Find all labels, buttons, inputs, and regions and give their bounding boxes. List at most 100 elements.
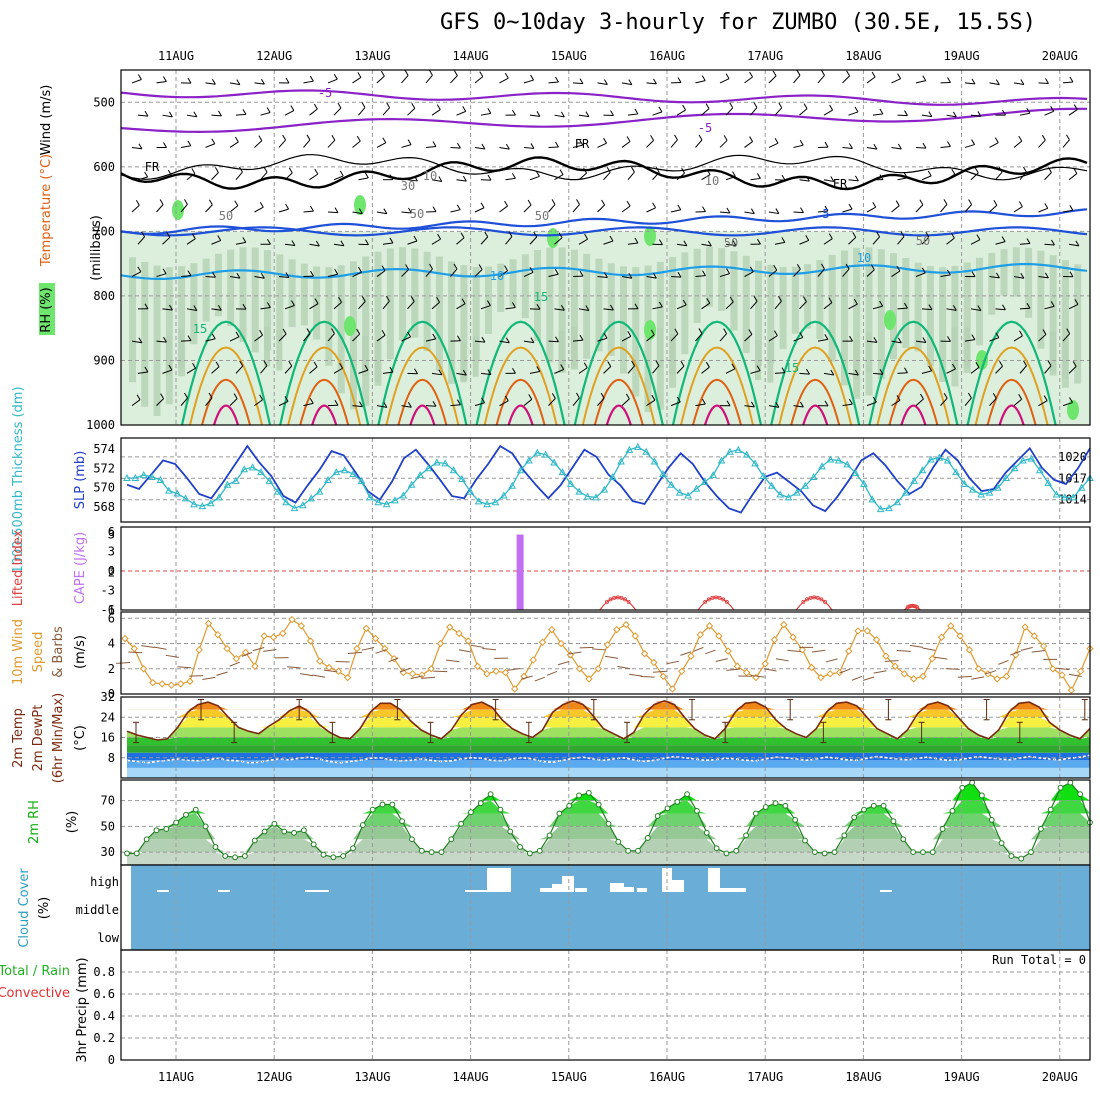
wind-barb bbox=[529, 114, 540, 117]
wind-speed-point bbox=[687, 652, 695, 660]
wind-speed-point bbox=[297, 622, 306, 630]
wind-barb bbox=[241, 652, 253, 657]
wind-barb bbox=[242, 237, 247, 243]
rh-point bbox=[379, 801, 386, 808]
thickness-point bbox=[642, 447, 651, 455]
wind-barb bbox=[604, 655, 619, 659]
wind-speed-point bbox=[288, 615, 296, 624]
wind-barb bbox=[530, 74, 535, 81]
wind-barb bbox=[732, 240, 737, 246]
rh-point bbox=[251, 837, 258, 844]
wind-barb bbox=[952, 305, 957, 311]
wind-barb bbox=[971, 271, 976, 277]
isotherm-30 bbox=[703, 404, 731, 426]
wind-barb bbox=[548, 204, 556, 213]
wind-speed-point bbox=[529, 656, 537, 664]
wind-barb bbox=[995, 308, 1006, 311]
wind-barb bbox=[756, 173, 761, 179]
wind-barb bbox=[438, 369, 443, 376]
wind-barb bbox=[303, 210, 314, 213]
wind-barb bbox=[260, 272, 265, 279]
wind-barb bbox=[364, 364, 369, 371]
wind-barb bbox=[186, 173, 196, 181]
wind-barb bbox=[499, 205, 508, 213]
wind-speed-point bbox=[251, 662, 259, 670]
wind-barb bbox=[915, 398, 924, 407]
thickness-point bbox=[550, 458, 558, 466]
wind-speed-point bbox=[501, 668, 510, 677]
rh-point bbox=[811, 849, 818, 856]
wind-speed-point bbox=[882, 652, 890, 660]
wind-barb bbox=[659, 239, 663, 245]
wind-barb bbox=[824, 205, 829, 212]
rh-shade-mid bbox=[1049, 331, 1056, 372]
wind-speed-point bbox=[1039, 642, 1048, 650]
wind-barb bbox=[138, 143, 143, 149]
wind-barb bbox=[904, 110, 908, 116]
wind-speed-point bbox=[696, 631, 704, 639]
wind-barb bbox=[652, 172, 660, 181]
rh-shade-mid bbox=[141, 261, 149, 407]
wind-speed-point bbox=[1049, 665, 1057, 673]
wind-speed-point bbox=[594, 665, 602, 673]
temp-band bbox=[127, 752, 1090, 761]
wind-barb bbox=[450, 75, 458, 84]
wind-axis-label: & Barbs bbox=[51, 626, 66, 678]
wind-barb bbox=[202, 676, 216, 680]
wind-barb bbox=[817, 338, 828, 342]
wind-barb bbox=[180, 275, 192, 278]
wind-barb bbox=[725, 368, 736, 374]
thickness-point bbox=[935, 453, 944, 461]
wind-barb bbox=[749, 266, 754, 273]
wind-barb bbox=[854, 369, 859, 376]
wind-barb bbox=[551, 199, 556, 205]
wind-barb bbox=[411, 103, 416, 109]
wind-barb bbox=[610, 304, 614, 311]
wind-barb bbox=[260, 306, 271, 310]
wind-barb bbox=[309, 243, 320, 247]
wind-barb bbox=[212, 271, 216, 278]
wind-barb bbox=[915, 146, 927, 149]
wind-speed-point bbox=[186, 677, 194, 686]
rh-shade-mid bbox=[926, 266, 934, 367]
wind-barb bbox=[897, 73, 901, 79]
wind-barb bbox=[450, 268, 458, 277]
contour-label: 15 bbox=[785, 361, 799, 375]
wind-axis-label: 10m Wind bbox=[11, 619, 26, 685]
rh-point bbox=[900, 836, 907, 843]
wind-barb bbox=[135, 199, 140, 206]
wind-barb bbox=[947, 141, 951, 147]
wind-barb bbox=[989, 204, 998, 213]
wind-barb bbox=[628, 272, 633, 279]
rh-point bbox=[595, 801, 602, 808]
wind-barb bbox=[505, 177, 516, 181]
rh-point bbox=[1077, 791, 1084, 798]
wind-barb bbox=[382, 300, 390, 310]
wind-barb bbox=[337, 102, 342, 109]
rh-shade-mid bbox=[718, 248, 726, 312]
temp-line bbox=[126, 699, 1091, 741]
wind-barb bbox=[989, 337, 1000, 342]
wind-barb bbox=[284, 243, 295, 246]
wind-barb bbox=[781, 367, 786, 373]
thickness-tick: 568 bbox=[93, 500, 115, 514]
temp-band bbox=[127, 709, 1090, 718]
wind-barb bbox=[872, 305, 883, 310]
wind-barb bbox=[768, 142, 779, 148]
wind-barb bbox=[480, 236, 489, 245]
wind-barb bbox=[376, 334, 386, 342]
wind-barb bbox=[1062, 333, 1071, 342]
wind-barb bbox=[592, 648, 606, 651]
wind-barb bbox=[621, 398, 630, 407]
wind-barb bbox=[432, 401, 437, 407]
wind-barb bbox=[680, 360, 685, 367]
wind-barb bbox=[568, 651, 582, 655]
wind-barb bbox=[131, 204, 140, 213]
wind-barb bbox=[512, 368, 516, 374]
rh-shade-mid bbox=[840, 250, 848, 386]
wind-barb bbox=[327, 273, 338, 278]
wind-barb bbox=[156, 340, 167, 343]
wind-barb bbox=[799, 139, 804, 146]
wind-barb bbox=[180, 397, 188, 406]
